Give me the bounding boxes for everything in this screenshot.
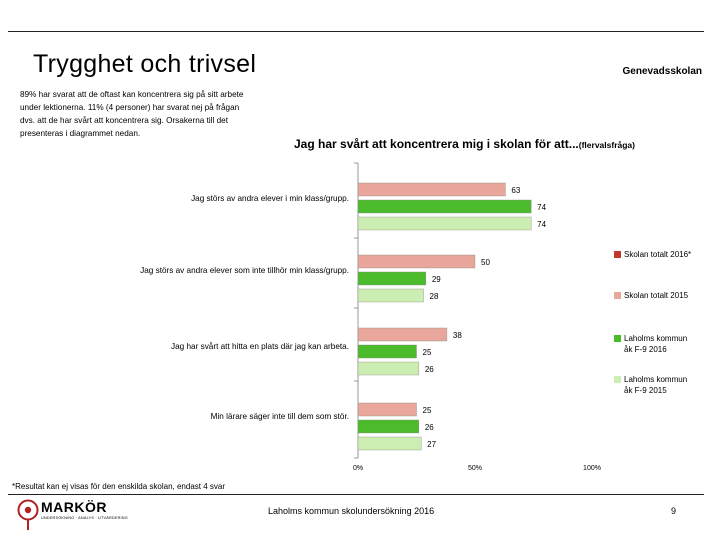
legend-label: Skolan totalt 2016* (624, 250, 692, 259)
x-tick-label: 50% (468, 465, 482, 472)
bar (357, 327, 448, 342)
category-label: Jag störs av andra elever som inte tillh… (140, 266, 349, 275)
legend-swatch (614, 376, 621, 383)
legend-label: Laholms kommun åk F-9 2015 (624, 375, 688, 395)
chart-question: Jag har svårt att koncentrera mig i skol… (294, 137, 579, 151)
page-number: 9 (671, 506, 677, 516)
logo-tagline: UNDERSÖKNING · ANALYS · UTVÄRDERING (41, 516, 128, 520)
footer-text: Laholms kommun skolundersökning 2016 (268, 506, 435, 516)
legend-label: Skolan totalt 2015 (624, 291, 689, 300)
bar (357, 182, 506, 197)
bar (357, 271, 427, 286)
bar (357, 402, 417, 417)
bar-value-label: 29 (432, 275, 441, 284)
bar (357, 419, 420, 434)
bar-value-label: 63 (511, 186, 520, 195)
bar-value-label: 74 (537, 203, 546, 212)
bar (357, 361, 420, 376)
markor-logo: MARKÖR UNDERSÖKNING · ANALYS · UTVÄRDERI… (17, 497, 128, 533)
bottom-rule (8, 494, 704, 495)
category-label: Jag störs av andra elever i min klass/gr… (191, 194, 349, 203)
bar (357, 216, 532, 231)
footnote: *Resultat kan ej visas för den enskilda … (12, 482, 226, 491)
bar (357, 254, 476, 269)
x-tick-label: 0% (353, 465, 363, 472)
legend-label: Laholms kommun åk F-9 2016 (624, 334, 688, 354)
bar (357, 288, 424, 303)
legend-swatch (614, 251, 621, 258)
logo-brand: MARKÖR (41, 499, 107, 515)
bar (357, 436, 422, 451)
legend-swatch (614, 292, 621, 299)
chart-question-suffix: (flervalsfråga) (578, 140, 635, 150)
category-label: Jag har svårt att hitta en plats där jag… (171, 342, 349, 351)
school-name: Genevadsskolan (622, 66, 702, 77)
intro-text: 89% har svarat att de oftast kan koncent… (20, 90, 244, 138)
chart-title: Jag har svårt att koncentrera mig i skol… (294, 137, 635, 151)
bar-value-label: 74 (537, 220, 546, 229)
category-label: Min lärare säger inte till dem som stör. (210, 412, 349, 421)
bar-value-label: 50 (481, 258, 490, 267)
bar-value-label: 26 (425, 423, 434, 432)
bar-value-label: 28 (430, 292, 439, 301)
top-rule (8, 31, 704, 32)
logo-emblem-icon (17, 499, 39, 530)
page-title: Trygghet och trivsel (33, 50, 257, 78)
bar-value-label: 25 (423, 406, 432, 415)
bar-value-label: 27 (427, 440, 436, 449)
bar-value-label: 25 (423, 348, 432, 357)
bar-value-label: 38 (453, 331, 462, 340)
x-tick-label: 100% (583, 465, 601, 472)
bar-value-label: 26 (425, 365, 434, 374)
legend-swatch (614, 335, 621, 342)
bar (357, 199, 532, 214)
bar (357, 344, 417, 359)
